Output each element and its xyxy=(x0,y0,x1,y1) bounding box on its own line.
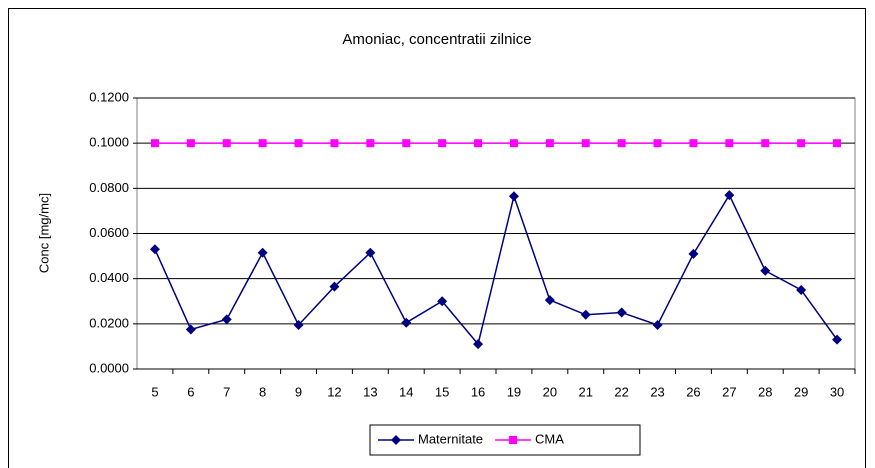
marker xyxy=(401,317,412,328)
y-tick-label: 0.0800 xyxy=(89,180,129,195)
marker xyxy=(473,339,484,350)
y-tick-label: 0.0200 xyxy=(89,315,129,330)
y-tick-label: 0.0600 xyxy=(89,225,129,240)
marker xyxy=(365,247,376,258)
marker xyxy=(833,139,842,148)
marker xyxy=(616,307,627,318)
y-tick-label: 0.0000 xyxy=(89,360,129,375)
marker xyxy=(293,319,304,330)
marker xyxy=(221,314,232,325)
marker xyxy=(832,334,843,345)
y-tick-label: 0.0400 xyxy=(89,270,129,285)
marker xyxy=(797,139,806,148)
x-tick-label: 27 xyxy=(722,384,736,399)
x-tick-label: 13 xyxy=(363,384,377,399)
marker xyxy=(760,265,771,276)
series-line xyxy=(154,193,838,346)
x-tick-label: 5 xyxy=(151,384,158,399)
x-tick-label: 19 xyxy=(507,384,521,399)
marker xyxy=(725,139,734,148)
marker xyxy=(796,284,807,295)
marker xyxy=(329,281,340,292)
marker xyxy=(544,295,555,306)
x-tick-label: 9 xyxy=(295,384,302,399)
marker xyxy=(185,324,196,335)
x-tick-label: 22 xyxy=(614,384,628,399)
marker xyxy=(186,139,195,148)
x-tick-label: 21 xyxy=(579,384,593,399)
marker xyxy=(150,139,159,148)
x-tick-label: 8 xyxy=(259,384,266,399)
marker xyxy=(149,244,160,255)
marker xyxy=(509,436,518,444)
marker xyxy=(438,139,447,148)
marker xyxy=(652,319,663,330)
marker xyxy=(581,139,590,148)
marker xyxy=(474,139,483,148)
marker xyxy=(258,139,267,148)
x-tick-label: 6 xyxy=(187,384,194,399)
legend-label: CMA xyxy=(535,431,564,446)
marker xyxy=(580,309,591,320)
legend-label: Maternitate xyxy=(418,431,483,446)
marker xyxy=(688,248,699,259)
x-tick-label: 30 xyxy=(830,384,844,399)
y-axis-label: Conc [mg/mc] xyxy=(36,193,51,273)
x-tick-label: 28 xyxy=(758,384,772,399)
y-tick-label: 0.1000 xyxy=(89,135,129,150)
x-tick-label: 26 xyxy=(686,384,700,399)
y-tick-label: 0.1200 xyxy=(89,89,129,104)
marker xyxy=(437,296,448,307)
marker xyxy=(294,139,303,148)
marker xyxy=(330,139,339,148)
marker xyxy=(689,139,698,148)
marker xyxy=(509,139,518,148)
marker xyxy=(257,247,268,258)
marker xyxy=(402,139,411,148)
marker xyxy=(508,191,519,202)
x-tick-label: 15 xyxy=(435,384,449,399)
x-tick-label: 29 xyxy=(794,384,808,399)
x-tick-label: 16 xyxy=(471,384,485,399)
marker xyxy=(761,139,770,148)
x-tick-label: 14 xyxy=(399,384,413,399)
marker xyxy=(222,139,231,148)
x-tick-label: 7 xyxy=(223,384,230,399)
x-tick-label: 23 xyxy=(650,384,664,399)
marker xyxy=(545,139,554,148)
marker xyxy=(724,190,735,201)
x-tick-label: 20 xyxy=(543,384,557,399)
marker xyxy=(391,435,401,445)
marker xyxy=(653,139,662,148)
x-tick-label: 12 xyxy=(327,384,341,399)
marker xyxy=(617,139,626,148)
chart-title: Amoniac, concentratii zilnice xyxy=(342,31,531,48)
marker xyxy=(366,139,375,148)
